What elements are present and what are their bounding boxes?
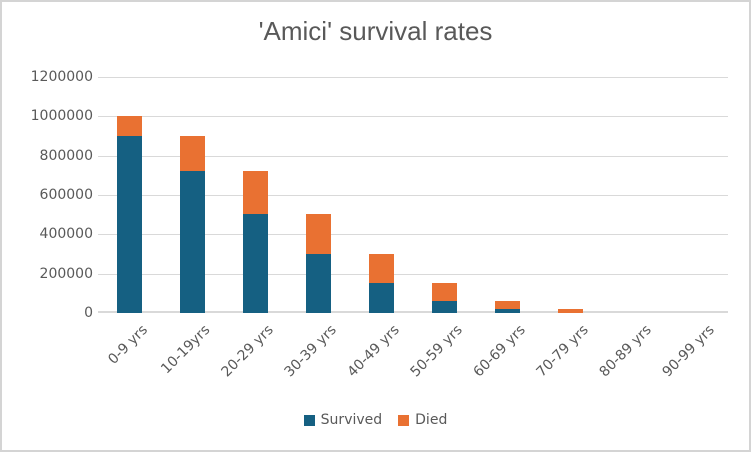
x-axis-tick-label: 20-29 yrs [218, 322, 277, 381]
bar-segment-died [180, 136, 205, 172]
gridline [98, 273, 728, 275]
bar-70-79yrs [558, 309, 583, 313]
gridline [98, 155, 728, 157]
bar-segment-died [306, 213, 331, 254]
bar-segment-died [243, 171, 268, 214]
bar-20-29yrs [243, 171, 268, 313]
bar-40-49yrs [369, 253, 394, 313]
bar-segment-survived [306, 253, 331, 313]
x-axis-tick-label: 70-79 yrs [533, 322, 592, 381]
y-axis-tick-label: 600000 [39, 187, 93, 203]
bar-30-39yrs [306, 213, 331, 313]
legend-swatch-survived [303, 414, 315, 426]
legend-item-died: Died [398, 412, 447, 428]
y-axis-tick-label: 800000 [39, 147, 93, 164]
bar-segment-survived [180, 171, 205, 313]
bar-60-69yrs [495, 301, 520, 313]
x-axis-tick-label: 80-89 yrs [596, 322, 655, 381]
x-axis-tick-label: 50-59 yrs [407, 322, 466, 381]
bar-segment-survived [495, 309, 520, 313]
plot-area [98, 77, 728, 313]
y-axis-tick-label: 200000 [39, 265, 93, 282]
y-axis-tick-label: 1200000 [30, 69, 93, 85]
gridline [98, 234, 728, 236]
x-axis-tick-label: 0-9 yrs [105, 322, 151, 368]
x-axis-tick-label: 10-19yrs [158, 322, 214, 378]
bar-segment-died [558, 309, 583, 313]
chart-title: 'Amici' survival rates [258, 16, 493, 46]
legend-label-died: Died [415, 412, 448, 428]
bar-segment-died [117, 116, 142, 136]
x-axis-tick-label: 60-69 yrs [470, 322, 529, 381]
legend: Survived Died [2, 412, 749, 428]
bar-10-19yrs [180, 136, 205, 313]
y-axis-tick-label: 400000 [39, 226, 93, 243]
bar-segment-died [495, 301, 520, 310]
x-axis-tick-label: 90-99 yrs [659, 322, 718, 381]
x-axis-line [98, 311, 728, 313]
gridline [98, 116, 728, 118]
bar-0-9yrs [117, 116, 142, 313]
bar-segment-survived [243, 213, 268, 313]
bar-segment-died [432, 283, 457, 302]
y-axis-tick-label: 0 [84, 305, 93, 321]
y-axis-tick-label: 1000000 [30, 108, 93, 125]
legend-swatch-died [398, 414, 410, 426]
bar-segment-survived [369, 283, 394, 313]
x-axis-tick-label: 40-49 yrs [344, 322, 403, 381]
bar-segment-survived [432, 301, 457, 313]
legend-label-survived: Survived [320, 412, 383, 428]
gridline [98, 195, 728, 196]
x-axis-tick-label: 30-39 yrs [281, 322, 340, 381]
legend-item-survived: Survived [303, 412, 383, 428]
gridline [98, 77, 728, 78]
bar-segment-survived [117, 136, 142, 313]
bar-50-59yrs [432, 283, 457, 313]
bar-segment-died [369, 253, 394, 284]
